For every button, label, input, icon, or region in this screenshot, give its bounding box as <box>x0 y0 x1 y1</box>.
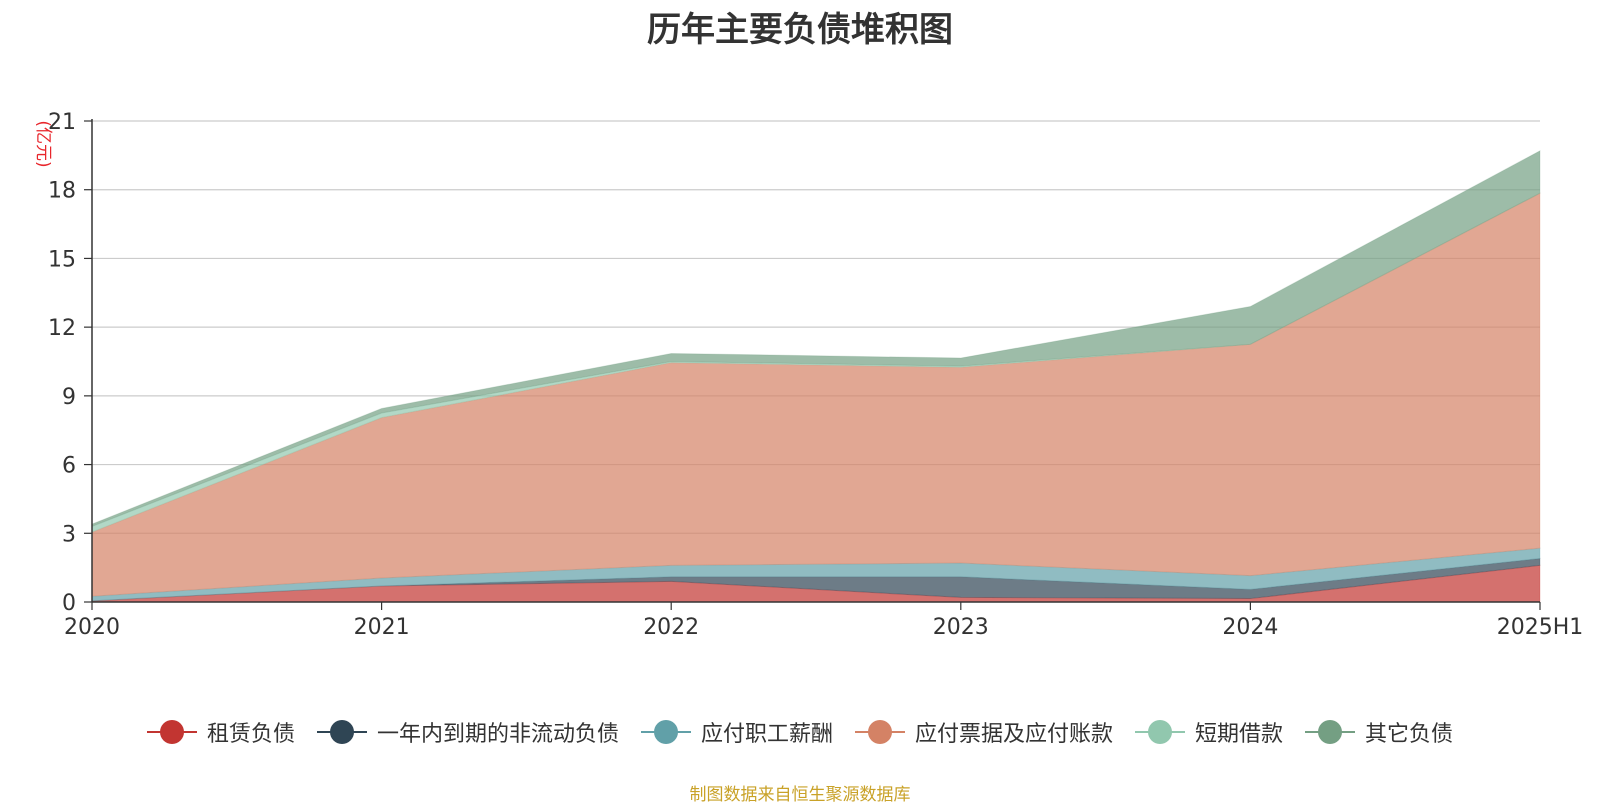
legend-item-3[interactable]: 应付职工薪酬 <box>640 716 833 748</box>
legend-item-1[interactable]: 租赁负债 <box>146 716 295 748</box>
source-note: 制图数据来自恒生聚源数据库 <box>689 785 911 805</box>
chart-title: 历年主要负债堆积图 <box>647 10 953 50</box>
legend-marker-icon <box>1135 719 1186 745</box>
legend-label: 一年内到期的非流动负债 <box>376 722 619 747</box>
chart-legend: 租赁负债 一年内到期的非流动负债 应付职工薪酬 应付票据及应付账款 短期借款 其它负债 <box>0 716 1600 748</box>
y-tick-label: 9 <box>62 385 76 410</box>
area-series-6[interactable] <box>91 149 1541 528</box>
y-tick-label: 6 <box>62 454 76 479</box>
y-tick-label: 0 <box>62 591 76 616</box>
legend-label: 租赁负债 <box>206 722 295 747</box>
x-tick-label: 2021 <box>354 615 410 640</box>
x-tick-label: 2023 <box>933 615 989 640</box>
y-tick-label: 18 <box>48 179 76 204</box>
legend-label: 其它负债 <box>1365 722 1454 747</box>
x-tick-label: 2024 <box>1222 615 1278 640</box>
axes: 0 3 6 9 12 15 18 21 2020 2021 2022 2023 2024 2025H1 <box>48 110 1583 640</box>
legend-marker-icon <box>1305 719 1356 745</box>
legend-label: 应付票据及应付账款 <box>915 722 1114 747</box>
y-tick-label: 3 <box>62 522 76 547</box>
legend-marker-icon <box>855 719 905 745</box>
x-tick-label: 2020 <box>64 615 120 640</box>
y-tick-label: 21 <box>48 110 76 135</box>
area-series-layer <box>91 149 1541 603</box>
area-series-4[interactable] <box>91 192 1541 597</box>
legend-item-6[interactable]: 其它负债 <box>1305 716 1453 748</box>
legend-label: 应付职工薪酬 <box>700 722 833 747</box>
legend-item-5[interactable]: 短期借款 <box>1135 716 1283 748</box>
legend-item-2[interactable]: 一年内到期的非流动负债 <box>316 716 619 748</box>
x-tick-label: 2022 <box>643 615 699 640</box>
legend-item-4[interactable]: 应付票据及应付账款 <box>855 716 1113 748</box>
x-tick-label: 2025H1 <box>1497 615 1584 640</box>
y-tick-label: 12 <box>48 316 76 341</box>
legend-label: 短期借款 <box>1195 722 1284 747</box>
legend-marker-icon <box>640 719 691 745</box>
legend-marker-icon <box>146 719 197 745</box>
y-axis-unit-label: (亿元) <box>33 120 53 167</box>
legend-marker-icon <box>316 719 367 745</box>
y-tick-label: 15 <box>48 247 76 272</box>
